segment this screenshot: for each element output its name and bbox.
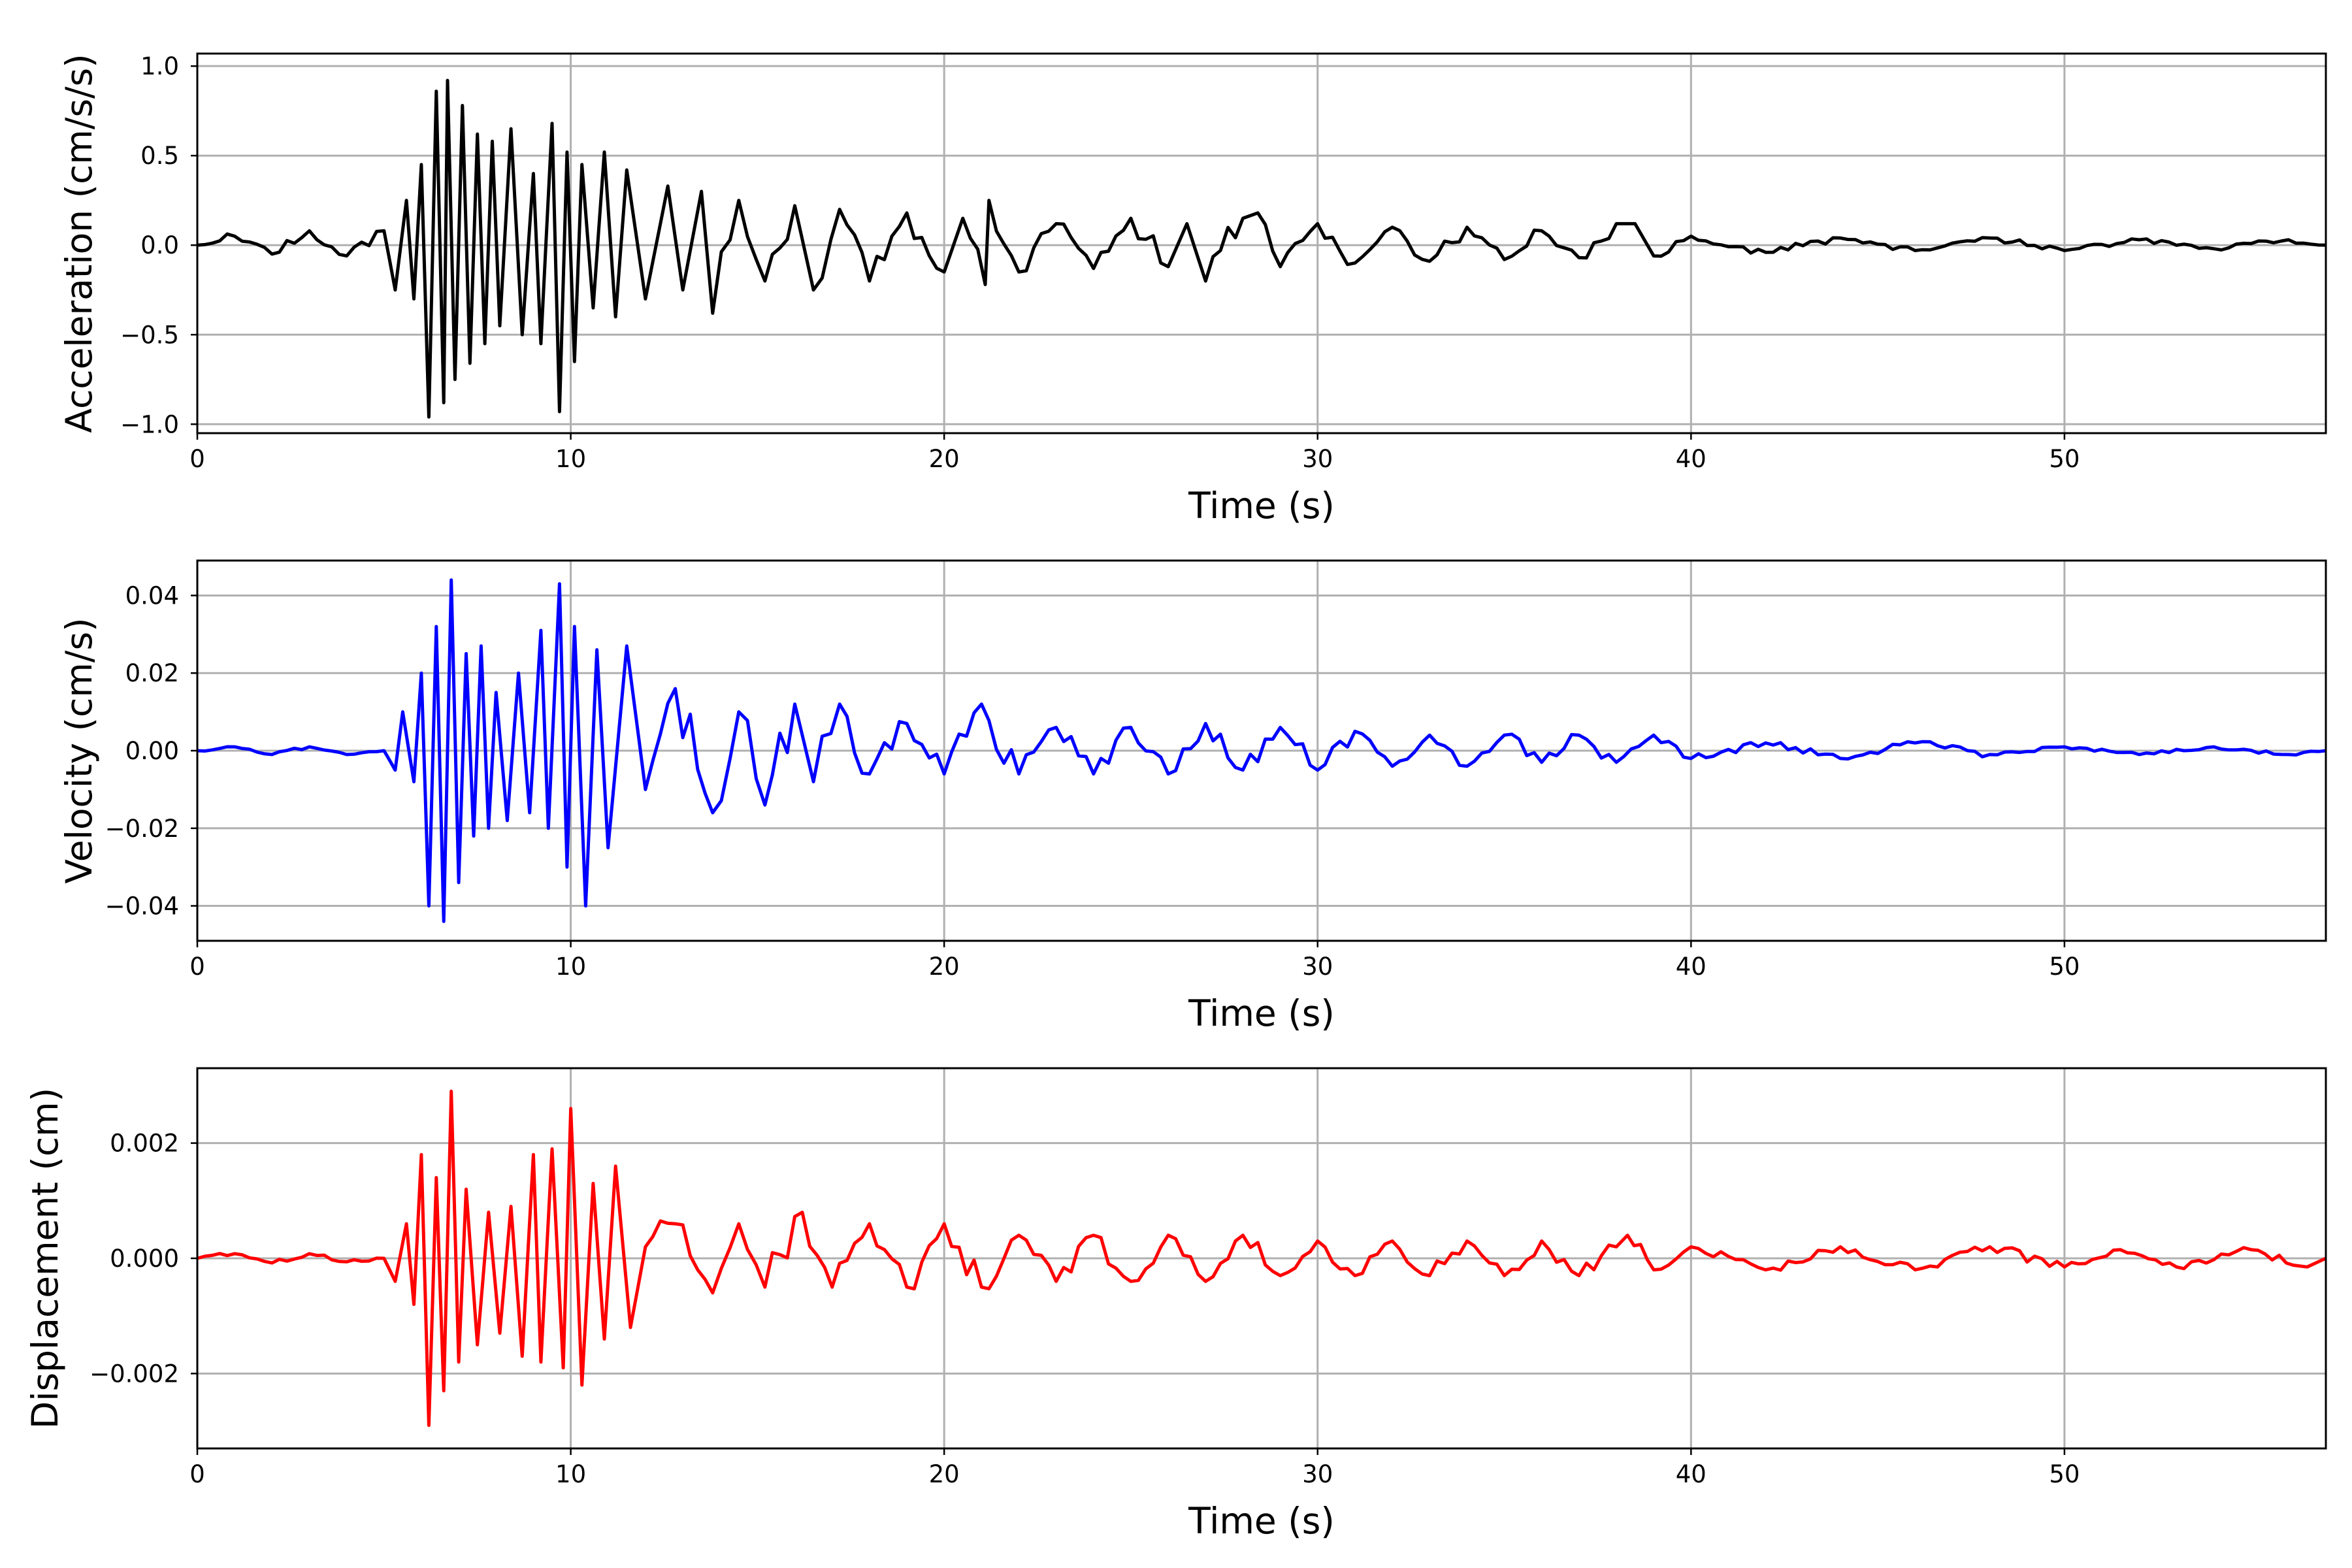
acceleration-x-tick-label: 50 xyxy=(2049,445,2080,473)
displacement-series-line xyxy=(197,1089,2327,1428)
displacement-x-tick-label: 50 xyxy=(2049,1460,2080,1488)
panels: 0 10 20 30 40 50 −1.0 −0.5 0.0 0.5 1.0 Time (s) Acce… xyxy=(24,52,2327,1542)
displacement-x-tick-label: 40 xyxy=(1676,1460,1707,1488)
displacement-x-tick-label: 10 xyxy=(555,1460,586,1488)
acceleration-y-tick-label: 0.0 xyxy=(140,231,179,259)
velocity-y-tick-label: −0.04 xyxy=(105,892,179,921)
velocity-panel: 0 10 20 30 40 50 −0.04 −0.02 0.00 0.02 0.04 Time (s… xyxy=(58,559,2327,1034)
velocity-y-tick-label: −0.02 xyxy=(105,815,179,843)
acceleration-y-tick-label: 1.0 xyxy=(140,52,179,80)
displacement-y-tick-label: 0.002 xyxy=(110,1130,179,1158)
displacement-x-tick-label: 0 xyxy=(189,1460,205,1488)
displacement-y-axis-label: Displacement (cm) xyxy=(24,1088,66,1429)
displacement-x-axis-label: Time (s) xyxy=(1188,1500,1335,1542)
acceleration-y-tick-label: −0.5 xyxy=(120,321,179,349)
acceleration-x-tick-label: 40 xyxy=(1676,445,1707,473)
velocity-x-tick-label: 30 xyxy=(1302,953,1333,981)
acceleration-x-tick-label: 10 xyxy=(555,445,586,473)
acceleration-x-tick-label: 30 xyxy=(1302,445,1333,473)
velocity-y-axis-label: Velocity (cm/s) xyxy=(58,617,100,883)
displacement-panel: 0 10 20 30 40 50 −0.002 0.000 0.002 Time (s) Displ… xyxy=(24,1067,2327,1542)
acceleration-plot-frame xyxy=(196,52,2327,434)
acceleration-y-tick-label: 0.5 xyxy=(140,142,179,170)
acceleration-series-line xyxy=(197,78,2327,419)
velocity-series-line xyxy=(197,578,2327,923)
velocity-y-tick-label: 0.00 xyxy=(125,737,179,765)
velocity-x-tick-label: 20 xyxy=(929,953,960,981)
acceleration-y-axis-label: Acceleration (cm/s/s) xyxy=(58,54,100,433)
velocity-x-tick-label: 50 xyxy=(2049,953,2080,981)
velocity-y-tick-label: 0.04 xyxy=(125,581,179,610)
displacement-x-tick-label: 20 xyxy=(929,1460,960,1488)
velocity-x-tick-label: 10 xyxy=(555,953,586,981)
velocity-y-tick-label: 0.02 xyxy=(125,659,179,687)
displacement-y-tick-label: 0.000 xyxy=(110,1245,179,1273)
velocity-x-tick-label: 0 xyxy=(189,953,205,981)
acceleration-x-tick-label: 20 xyxy=(929,445,960,473)
displacement-x-tick-label: 30 xyxy=(1302,1460,1333,1488)
acceleration-y-tick-label: −1.0 xyxy=(120,410,179,438)
acceleration-panel: 0 10 20 30 40 50 −1.0 −0.5 0.0 0.5 1.0 Time (s) Acce… xyxy=(58,52,2327,527)
displacement-y-tick-label: −0.002 xyxy=(90,1360,179,1388)
velocity-x-tick-label: 40 xyxy=(1676,953,1707,981)
velocity-x-axis-label: Time (s) xyxy=(1188,992,1335,1034)
acceleration-x-axis-label: Time (s) xyxy=(1188,485,1335,527)
acceleration-x-tick-label: 0 xyxy=(189,445,205,473)
